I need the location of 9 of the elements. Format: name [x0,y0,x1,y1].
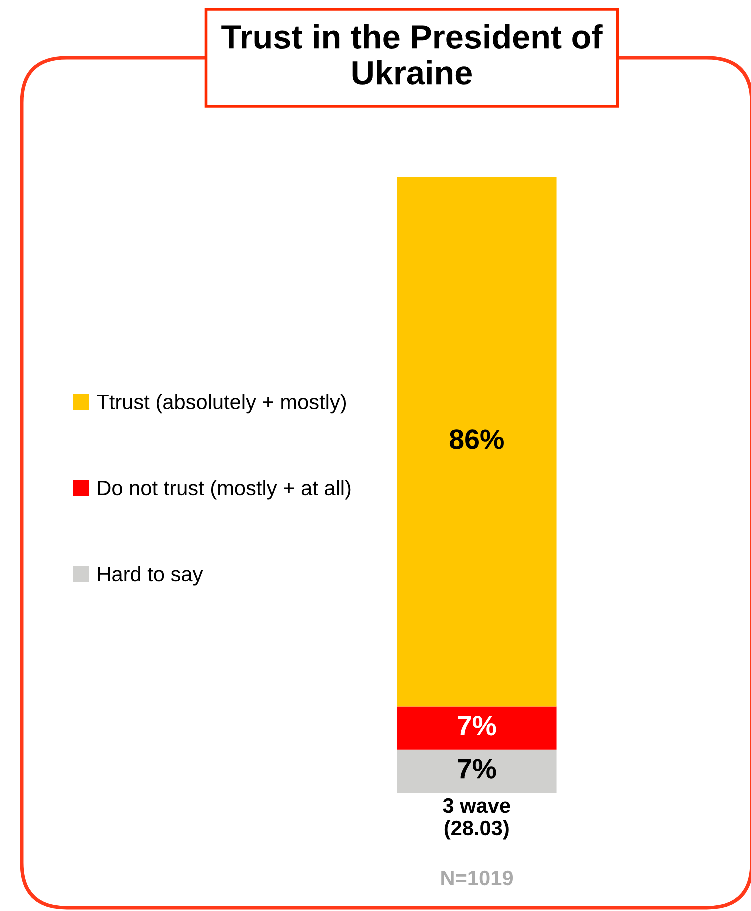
text: N=1019 [442,870,514,886]
data-label: 7% [458,759,496,779]
x-tick-label: 3 wave (28.03) [443,798,510,840]
data-label: 7% [458,716,496,736]
legend-label: Ttrust (absolutely + mostly) [97,394,346,414]
chart-title: Trust in the President of Ukraine [222,24,603,85]
legend-label: Do not trust (mostly + at all) [98,480,351,500]
data-label: 86% [450,430,504,450]
legend-label: Hard to say [98,566,204,586]
